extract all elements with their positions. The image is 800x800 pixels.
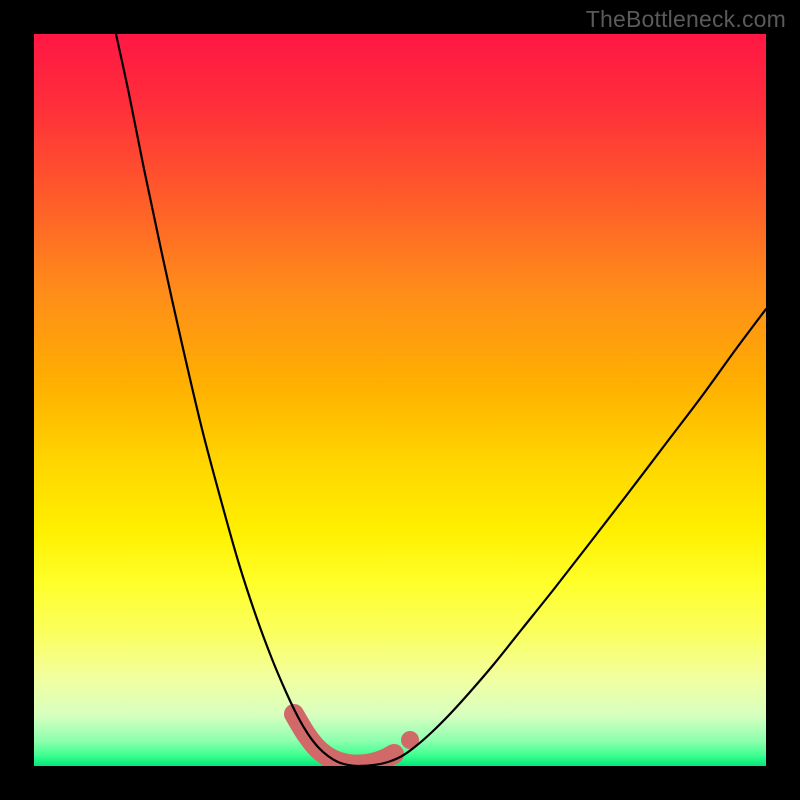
watermark-text: TheBottleneck.com bbox=[586, 6, 786, 33]
chart-svg bbox=[34, 34, 766, 766]
plot-area bbox=[34, 34, 766, 766]
chart-background bbox=[34, 34, 766, 766]
